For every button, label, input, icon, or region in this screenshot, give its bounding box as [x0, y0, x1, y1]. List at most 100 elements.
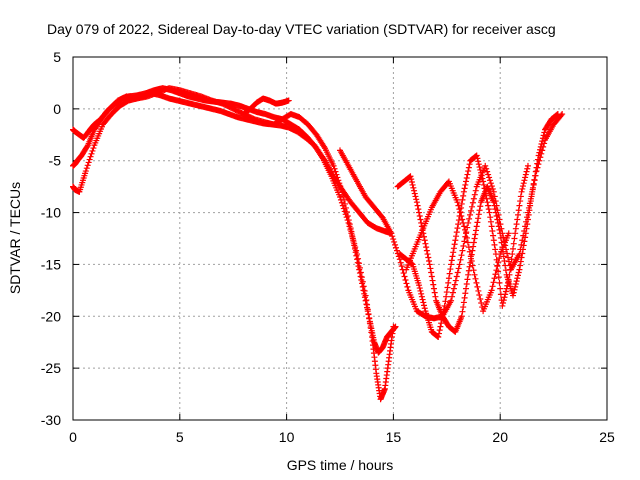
data-point: [89, 147, 96, 154]
data-point: [539, 138, 546, 145]
data-point: [515, 211, 521, 218]
data-point: [422, 240, 429, 247]
data-point: [418, 290, 425, 297]
data-point: [401, 273, 408, 280]
data-point: [464, 276, 471, 283]
data-point: [489, 283, 496, 290]
data-point: [512, 225, 519, 232]
data-point: [490, 199, 497, 206]
data-point: [362, 297, 369, 304]
y-tick-label: -30: [41, 412, 61, 428]
data-point: [522, 171, 529, 178]
data-point: [408, 179, 415, 186]
data-point: [463, 234, 470, 241]
data-point: [447, 266, 454, 273]
data-point: [491, 241, 498, 248]
data-point: [472, 187, 479, 194]
data-point: [454, 199, 461, 206]
data-point: [466, 248, 473, 255]
data-point: [496, 255, 503, 262]
series-track-6: [394, 111, 561, 335]
data-point: [492, 206, 499, 213]
data-point: [354, 259, 361, 266]
data-point: [353, 252, 360, 259]
data-point: [365, 311, 372, 318]
data-point: [471, 191, 478, 198]
data-point: [487, 218, 494, 225]
data-point: [483, 195, 490, 202]
series-track-2: [70, 90, 397, 403]
data-point: [416, 213, 423, 220]
data-point: [517, 198, 524, 205]
data-point: [389, 233, 396, 240]
data-point: [529, 188, 536, 195]
data-point: [537, 143, 544, 150]
data-point: [349, 232, 356, 239]
data-point: [502, 288, 509, 295]
data-point: [88, 150, 95, 157]
data-point: [337, 194, 343, 201]
data-point: [459, 247, 466, 254]
data-point: [449, 289, 456, 296]
x-tick-label: 10: [279, 429, 295, 445]
data-point: [499, 302, 506, 309]
data-point: [460, 219, 467, 226]
data-point: [349, 235, 356, 242]
data-point: [475, 158, 482, 165]
data-point: [485, 202, 492, 209]
series-track-5: [337, 111, 566, 322]
x-tick-label: 5: [176, 429, 184, 445]
data-point: [412, 193, 419, 200]
data-point: [435, 330, 442, 337]
data-point: [475, 215, 482, 222]
data-point: [345, 217, 352, 224]
data-point: [477, 169, 484, 176]
data-point: [522, 234, 529, 241]
data-point: [347, 225, 354, 232]
data-point: [524, 165, 531, 172]
data-point: [429, 277, 436, 284]
data-point: [521, 177, 528, 184]
data-point: [457, 209, 464, 216]
data-point: [528, 193, 535, 200]
data-point: [539, 135, 546, 142]
data-point: [474, 155, 481, 162]
data-point: [403, 280, 410, 287]
data-point: [455, 265, 462, 272]
data-point: [421, 237, 428, 244]
data-point: [453, 229, 460, 236]
data-point: [85, 159, 92, 166]
data-point: [514, 275, 521, 282]
data-point: [513, 221, 520, 228]
data-point: [465, 271, 472, 278]
data-point: [487, 180, 494, 187]
data-point: [485, 206, 492, 213]
data-point: [509, 251, 516, 258]
data-point: [497, 285, 504, 292]
data-point: [334, 174, 341, 181]
data-point: [398, 263, 405, 270]
data-point: [442, 298, 449, 305]
data-point: [331, 165, 338, 172]
data-point: [490, 279, 497, 286]
data-point: [496, 279, 503, 286]
data-point: [356, 266, 363, 273]
data-point: [445, 275, 452, 282]
data-point: [340, 192, 347, 199]
data-point: [449, 253, 456, 260]
data-point: [392, 241, 399, 248]
data-point: [463, 285, 470, 292]
data-point: [470, 239, 477, 246]
data-point: [453, 273, 460, 280]
data-point: [430, 285, 437, 292]
data-point: [517, 258, 524, 265]
data-point: [459, 216, 466, 223]
x-tick-label: 20: [492, 429, 508, 445]
data-point: [514, 216, 521, 223]
data-point: [431, 289, 438, 296]
data-point: [428, 269, 435, 276]
data-point: [437, 323, 444, 330]
data-point: [467, 211, 474, 218]
data-point: [397, 259, 404, 266]
data-point: [463, 230, 470, 237]
